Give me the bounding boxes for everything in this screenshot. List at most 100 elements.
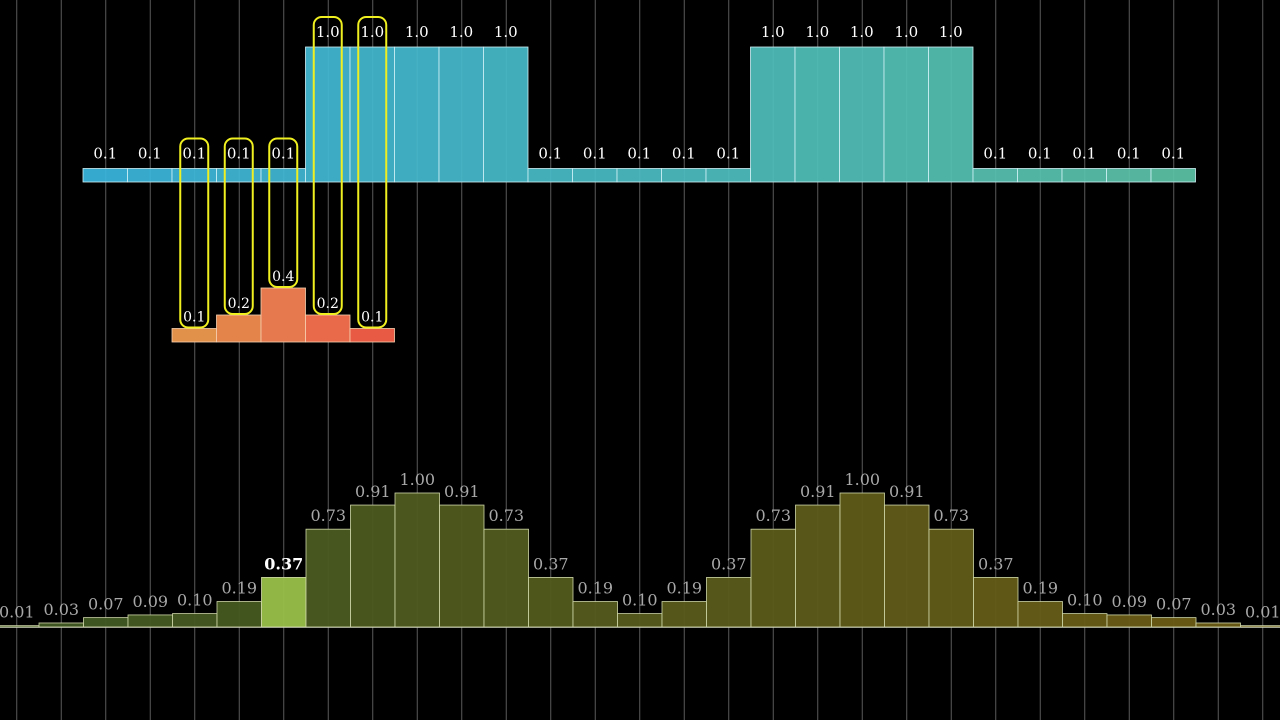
result-value-label: 0.03 <box>43 600 79 619</box>
result-value-label: 0.19 <box>577 579 613 598</box>
result-value-label: 0.03 <box>1200 600 1236 619</box>
signal-value-label: 1.0 <box>405 23 429 41</box>
signal-value-label: 0.1 <box>627 145 651 163</box>
result-value-label: 1.00 <box>844 470 880 489</box>
result-bar <box>172 613 218 628</box>
result-value-label: 0.19 <box>666 579 702 598</box>
result-value-label: 0.37 <box>533 554 569 573</box>
result-bar <box>439 504 485 628</box>
result-value-label: 1.00 <box>399 470 435 489</box>
result-value-label: 0.91 <box>355 482 391 501</box>
result-bar <box>528 577 574 628</box>
signal-bar <box>527 168 573 183</box>
kernel-bar <box>305 314 351 343</box>
result-bar <box>661 601 707 628</box>
result-bar <box>839 492 885 628</box>
signal-bar <box>972 168 1018 183</box>
result-bar <box>884 504 930 628</box>
kernel-bar <box>171 328 217 343</box>
signal-value-label: 0.1 <box>1072 145 1096 163</box>
result-value-label: 0.07 <box>88 595 124 614</box>
signal-bar <box>794 46 840 183</box>
signal-value-label: 0.1 <box>983 145 1007 163</box>
signal-bar <box>572 168 618 183</box>
signal-value-label: 0.1 <box>1117 145 1141 163</box>
signal-value-label: 0.1 <box>227 145 251 163</box>
result-bar <box>216 601 262 628</box>
result-value-label: 0.09 <box>132 592 168 611</box>
kernel-bar <box>349 328 395 343</box>
result-bar <box>0 625 40 628</box>
result-bar <box>483 528 529 628</box>
signal-value-label: 1.0 <box>939 23 963 41</box>
signal-bar <box>483 46 529 183</box>
signal-value-label: 0.1 <box>538 145 562 163</box>
highlight-capsule <box>357 16 388 329</box>
signal-value-label: 0.1 <box>583 145 607 163</box>
kernel-value-label: 0.2 <box>317 296 339 312</box>
signal-value-label: 1.0 <box>494 23 518 41</box>
signal-value-label: 0.1 <box>672 145 696 163</box>
signal-value-label: 1.0 <box>316 23 340 41</box>
result-bar <box>973 577 1019 628</box>
signal-bar <box>883 46 929 183</box>
result-bar <box>1062 613 1108 628</box>
signal-bar <box>705 168 751 183</box>
signal-bar <box>216 168 262 183</box>
result-value-label: 0.91 <box>800 482 836 501</box>
signal-bar <box>928 46 974 183</box>
result-value-label: 0.07 <box>1156 595 1192 614</box>
signal-bar <box>438 46 484 183</box>
signal-value-label: 0.1 <box>1028 145 1052 163</box>
result-bar <box>127 614 173 628</box>
result-value-label: 0.09 <box>1111 592 1147 611</box>
kernel-bars: 0.1 0.2 0.4 0.2 0.1 <box>171 16 395 343</box>
signal-value-label: 0.1 <box>182 145 206 163</box>
result-bar <box>795 504 841 628</box>
result-bar <box>928 528 974 628</box>
signal-bar <box>82 168 128 183</box>
signal-bar <box>750 46 796 183</box>
signal-bar <box>349 46 395 183</box>
result-bar <box>617 613 663 628</box>
result-bar <box>750 528 796 628</box>
signal-bar <box>839 46 885 183</box>
result-bar <box>1106 614 1152 628</box>
result-bar <box>572 601 618 628</box>
result-value-label: 0.37 <box>711 554 747 573</box>
signal-value-label: 1.0 <box>449 23 473 41</box>
kernel-value-label: 0.2 <box>228 296 250 312</box>
signal-value-label: 0.1 <box>716 145 740 163</box>
result-bar <box>1195 622 1241 628</box>
signal-bar <box>1150 168 1196 183</box>
kernel-value-label: 0.1 <box>361 310 383 326</box>
result-bar <box>706 577 752 628</box>
result-bar <box>1017 601 1063 628</box>
kernel-value-label: 0.1 <box>183 310 205 326</box>
signal-bar <box>127 168 173 183</box>
result-bar <box>394 492 440 628</box>
result-value-label: 0.91 <box>444 482 480 501</box>
result-value-label: 0.10 <box>177 591 213 610</box>
highlight-capsule <box>179 137 210 329</box>
result-bar <box>1151 617 1197 628</box>
result-bar <box>350 504 396 628</box>
signal-value-label: 1.0 <box>805 23 829 41</box>
result-bar <box>83 617 129 628</box>
result-value-label: 0.91 <box>889 482 925 501</box>
signal-bar <box>1017 168 1063 183</box>
result-bar <box>261 577 307 628</box>
result-bar <box>1240 625 1280 628</box>
highlight-capsule <box>312 16 343 315</box>
signal-value-label: 0.1 <box>1161 145 1185 163</box>
signal-bar <box>1061 168 1107 183</box>
signal-value-label: 1.0 <box>894 23 918 41</box>
signal-bar <box>661 168 707 183</box>
result-value-label: 0.73 <box>488 506 524 525</box>
result-value-label: 0.37 <box>978 554 1014 573</box>
signal-value-label: 1.0 <box>850 23 874 41</box>
result-bars: 0.01 0.03 0.07 0.09 0.10 0.19 0.37 0.73 0.91 1.00… <box>0 470 1280 628</box>
signal-value-label: 0.1 <box>271 145 295 163</box>
